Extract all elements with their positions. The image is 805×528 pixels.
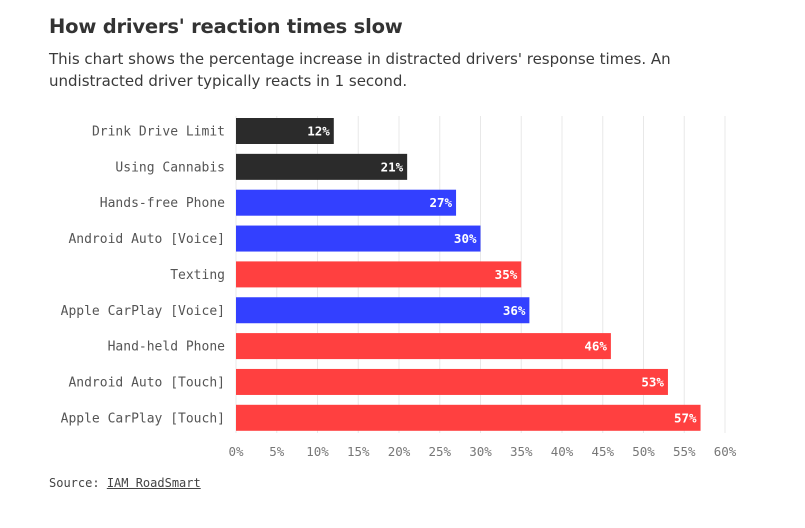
bar [236, 368, 668, 395]
source-link[interactable]: IAM RoadSmart [106, 476, 201, 490]
category-label: Texting [170, 268, 225, 283]
bar-value-label: 46% [584, 339, 607, 354]
category-labels: Drink Drive Limit Using Cannabis Hands-fre… [61, 125, 226, 427]
bar-value-label: 57% [674, 410, 697, 425]
category-label: Hands-free Phone [100, 196, 225, 211]
category-label: Android Auto [Voice] [68, 232, 225, 247]
bar [236, 404, 701, 431]
x-tick-label: 35% [510, 444, 533, 459]
category-label: Apple CarPlay [Touch] [61, 411, 225, 426]
bar-value-label: 36% [503, 303, 526, 318]
bar [236, 153, 408, 180]
bar-value-label: 21% [381, 159, 404, 174]
source-prefix: Source: [49, 476, 100, 490]
x-tick-label: 20% [388, 444, 411, 459]
bar [236, 189, 457, 216]
x-tick-label: 45% [591, 444, 614, 459]
x-tick-label: 50% [632, 444, 655, 459]
chart-subtitle: This chart shows the percentage increase… [49, 50, 671, 90]
bars: 12% 21% 27% 30% 35% 36% 46% 53% 57% [236, 118, 701, 431]
bar [236, 225, 481, 252]
x-tick-label: 30% [469, 444, 492, 459]
x-tick-label: 15% [347, 444, 370, 459]
x-tick-label: 10% [306, 444, 329, 459]
bar-value-label: 35% [495, 267, 518, 282]
bar [236, 333, 611, 360]
x-tick-label: 55% [673, 444, 696, 459]
x-tick-label: 0% [228, 444, 244, 459]
category-label: Hand-held Phone [108, 340, 226, 355]
x-tick-label: 25% [428, 444, 451, 459]
bar-value-label: 30% [454, 231, 477, 246]
category-label: Using Cannabis [115, 160, 225, 175]
bar [236, 297, 530, 324]
category-label: Android Auto [Touch] [68, 375, 225, 390]
category-label: Drink Drive Limit [92, 125, 225, 140]
x-tick-label: 5% [269, 444, 285, 459]
bar-value-label: 53% [641, 374, 664, 389]
source-note: Source: IAM RoadSmart [49, 476, 201, 490]
x-axis-tick-labels: 0% 5% 10% 15% 20% 25% 30% 35% 40% 45% 50% 55% 60% [228, 444, 736, 459]
x-tick-label: 60% [714, 444, 737, 459]
category-label: Apple CarPlay [Voice] [61, 304, 225, 319]
bar [236, 118, 334, 144]
bar-value-label: 12% [307, 124, 330, 139]
bar [236, 261, 522, 288]
bar-value-label: 27% [429, 195, 452, 210]
x-tick-label: 40% [551, 444, 574, 459]
chart-title: How drivers' reaction times slow [49, 15, 403, 38]
